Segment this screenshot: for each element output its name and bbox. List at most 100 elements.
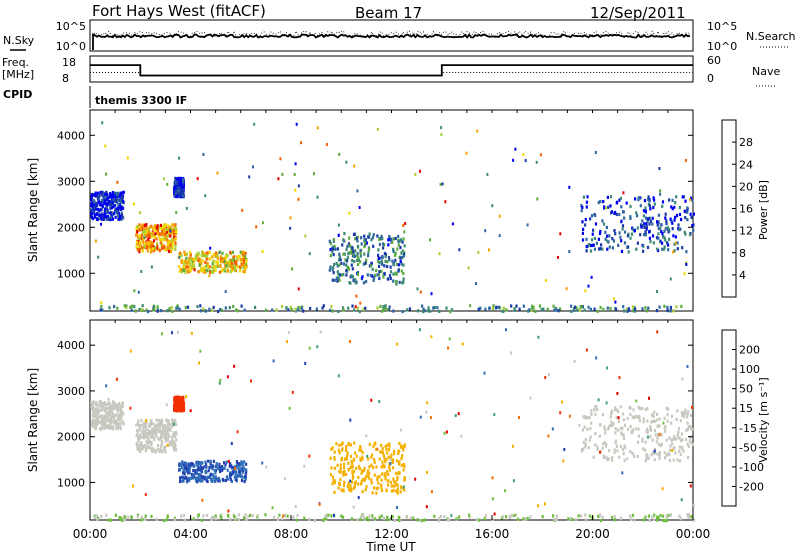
range-cell <box>366 474 370 478</box>
range-cell <box>678 459 682 463</box>
range-cell <box>378 400 381 403</box>
range-cell <box>675 305 678 309</box>
range-cell <box>198 472 201 476</box>
range-cell <box>144 223 147 227</box>
range-cell <box>380 483 383 487</box>
range-cell <box>108 406 111 410</box>
range-cell <box>152 245 155 249</box>
range-cell <box>205 257 208 261</box>
range-cell <box>659 226 662 230</box>
range-cell <box>609 424 612 428</box>
range-cell <box>325 513 328 517</box>
range-cell <box>201 267 204 271</box>
range-cell <box>104 423 107 427</box>
range-cell <box>645 452 648 456</box>
range-cell <box>188 467 191 471</box>
range-cell <box>172 223 175 227</box>
range-cell <box>183 472 186 476</box>
range-cell <box>138 236 141 240</box>
range-cell <box>347 306 350 310</box>
range-cell <box>329 308 332 312</box>
range-cell <box>117 417 120 421</box>
range-cell <box>135 245 138 249</box>
range-cell <box>393 518 397 522</box>
range-cell <box>528 308 531 312</box>
range-cell <box>181 270 184 274</box>
range-cell <box>156 427 159 431</box>
range-cell <box>360 242 363 246</box>
range-cell <box>160 430 163 434</box>
range-cell <box>386 308 389 312</box>
range-cell <box>146 310 150 314</box>
range-cell <box>117 415 120 419</box>
range-cell <box>331 482 334 486</box>
range-cell <box>605 456 608 460</box>
range-cell <box>150 440 153 444</box>
range-cell <box>154 232 157 236</box>
range-cell <box>98 403 101 407</box>
range-cell <box>143 245 146 249</box>
range-cell <box>361 457 364 461</box>
range-cell <box>643 225 646 229</box>
range-cell <box>632 305 635 309</box>
range-cell <box>510 304 513 308</box>
range-cell <box>585 249 588 253</box>
range-cell <box>614 232 617 236</box>
range-cell <box>650 413 654 417</box>
range-cell <box>391 460 394 464</box>
range-cell <box>137 290 140 294</box>
range-cell <box>562 459 565 463</box>
range-cell <box>345 269 348 273</box>
range-cell <box>94 215 97 219</box>
range-cell <box>373 473 376 477</box>
range-cell <box>663 247 666 251</box>
range-cell <box>195 258 199 262</box>
range-cell <box>181 178 185 182</box>
range-cell <box>622 436 626 440</box>
range-cell <box>133 305 136 309</box>
range-cell <box>637 405 640 409</box>
range-cell <box>205 513 209 517</box>
range-cell <box>184 260 187 264</box>
range-cell <box>593 236 596 240</box>
range-cell <box>376 477 379 481</box>
range-cell <box>488 248 490 252</box>
range-cell <box>149 419 153 423</box>
range-cell <box>610 516 614 520</box>
range-cell <box>92 400 95 404</box>
nsearch-label: N.Search <box>746 30 796 43</box>
range-cell <box>565 287 568 291</box>
range-cell <box>98 400 101 404</box>
range-cell <box>614 439 617 443</box>
range-cell <box>100 200 103 205</box>
range-cell <box>113 204 116 208</box>
range-cell <box>200 262 203 266</box>
range-cell <box>664 238 667 242</box>
range-cell <box>605 442 608 446</box>
range-cell <box>294 505 297 508</box>
range-cell <box>175 402 178 406</box>
range-cell <box>122 515 125 519</box>
range-cell <box>637 427 640 431</box>
range-cell <box>229 478 232 482</box>
range-cell <box>264 308 268 312</box>
range-cell <box>681 246 684 250</box>
range-cell <box>199 258 202 262</box>
range-cell <box>352 505 355 509</box>
range-cell <box>101 414 104 418</box>
range-cell <box>677 227 680 231</box>
range-cell <box>537 504 540 508</box>
range-cell <box>332 238 335 242</box>
range-cell <box>159 242 162 246</box>
range-cell <box>329 241 332 246</box>
y-tick-label: 2000 <box>57 431 85 444</box>
range-cell <box>217 309 220 314</box>
range-cell <box>621 426 624 430</box>
range-cell <box>164 232 167 236</box>
range-cell <box>155 424 158 428</box>
range-cell <box>430 490 433 494</box>
range-cell <box>689 198 692 202</box>
range-cell <box>636 241 639 245</box>
range-cell <box>371 514 374 518</box>
range-cell <box>160 309 163 313</box>
